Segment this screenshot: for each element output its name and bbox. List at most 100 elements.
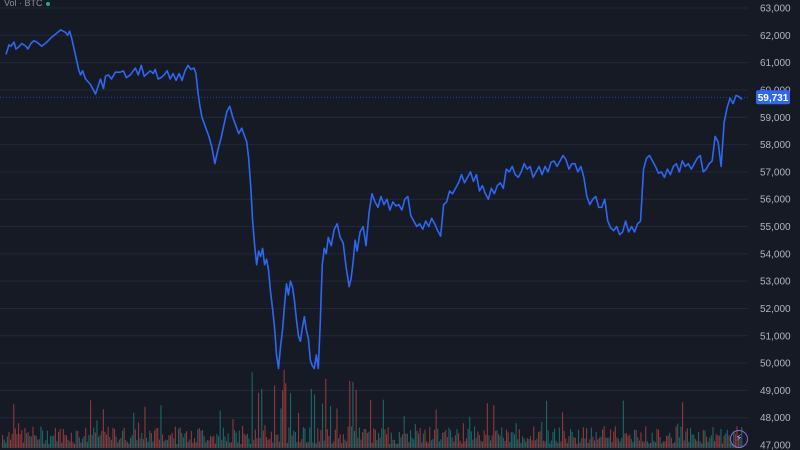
volume-bar <box>494 431 496 448</box>
volume-bars <box>2 369 743 448</box>
volume-bar <box>512 432 514 448</box>
volume-bar <box>706 436 708 448</box>
volume-bar <box>86 441 88 448</box>
volume-bar <box>581 438 583 448</box>
volume-bar <box>6 436 8 448</box>
volume-bar <box>266 437 268 448</box>
volume-bar <box>603 426 605 448</box>
volume-bar <box>675 426 677 448</box>
volume-bar <box>162 434 164 448</box>
volume-bar <box>250 443 252 448</box>
volume-bar <box>582 427 584 448</box>
volume-bar <box>216 434 218 448</box>
y-tick-label: 54,000 <box>760 249 791 260</box>
last-price-label: 59,731 <box>758 93 789 104</box>
volume-bar <box>51 435 53 448</box>
volume-bar <box>448 427 450 448</box>
volume-bar <box>275 434 277 448</box>
volume-bar <box>157 428 159 448</box>
volume-bar <box>544 441 546 448</box>
volume-bar <box>282 390 284 448</box>
volume-bar <box>262 430 264 448</box>
volume-bar <box>138 422 140 448</box>
volume-bar <box>630 438 632 448</box>
volume-bar <box>98 436 100 448</box>
volume-bar <box>587 442 589 448</box>
volume-bar <box>40 426 42 448</box>
volume-bar <box>82 438 84 448</box>
volume-bar <box>288 427 290 448</box>
volume-bar <box>30 436 32 448</box>
volume-bar <box>254 429 256 448</box>
volume-bar <box>21 430 23 448</box>
volume-bar <box>88 435 90 448</box>
volume-bar <box>26 433 28 448</box>
volume-bar <box>568 436 570 448</box>
volume-bar <box>462 423 464 448</box>
volume-bar <box>690 428 692 448</box>
volume-bar <box>170 435 172 448</box>
lightning-icon[interactable]: ⚡ <box>730 430 748 448</box>
volume-bar <box>390 432 392 448</box>
volume-bar <box>158 439 160 448</box>
y-axis: 47,000 48,000 49,000 50,000 51,000 52,000 53,0… <box>760 4 791 450</box>
volume-bar <box>178 428 180 448</box>
volume-bar <box>645 426 647 448</box>
volume-bar <box>2 435 4 448</box>
volume-bar <box>624 433 626 448</box>
volume-bar <box>589 439 591 448</box>
volume-bar <box>467 428 469 448</box>
volume-bar <box>637 437 639 448</box>
volume-bar <box>147 441 149 448</box>
volume-bar <box>346 441 348 448</box>
volume-bar <box>134 429 136 448</box>
volume-bar <box>139 438 141 448</box>
volume-bar <box>163 441 165 448</box>
volume-bar <box>509 441 511 448</box>
volume-bar <box>389 443 391 448</box>
volume-bar <box>571 431 573 448</box>
volume-bar <box>678 437 680 448</box>
volume-bar <box>58 432 60 448</box>
volume-bar <box>8 432 10 448</box>
volume-bar <box>547 430 549 448</box>
volume-bar <box>272 442 274 448</box>
volume-bar <box>171 432 173 448</box>
volume-bar <box>451 437 453 448</box>
volume-bar <box>520 442 522 448</box>
volume-bar <box>570 428 572 448</box>
volume-bar <box>150 433 152 448</box>
volume-bar <box>384 429 386 448</box>
volume-bar <box>253 439 255 448</box>
volume-bar <box>445 430 447 448</box>
volume-bar <box>299 441 301 448</box>
volume-bar <box>717 435 719 448</box>
volume-bar <box>458 433 460 448</box>
volume-bar <box>672 443 674 448</box>
volume-bar <box>24 428 26 448</box>
volume-bar <box>67 439 69 448</box>
volume-bar <box>406 433 408 448</box>
volume-bar <box>498 434 500 448</box>
volume-bar <box>643 441 645 448</box>
volume-bar <box>710 435 712 448</box>
volume-bar <box>110 439 112 448</box>
volume-bar <box>323 440 325 448</box>
volume-bar <box>101 431 103 448</box>
volume-bar <box>173 438 175 448</box>
volume-bar <box>522 436 524 448</box>
volume-bar <box>66 435 68 448</box>
y-tick-label: 48,000 <box>760 413 791 424</box>
volume-bar <box>128 443 130 448</box>
volume-bar <box>70 432 72 448</box>
volume-bar <box>11 433 13 448</box>
volume-bar <box>400 437 402 448</box>
volume-bar <box>286 442 288 448</box>
volume-bar <box>590 427 592 448</box>
volume-indicator-label[interactable]: Vol · BTC <box>4 0 50 8</box>
volume-bar <box>688 441 690 448</box>
volume-bar <box>37 439 39 448</box>
volume-bar <box>280 408 282 448</box>
volume-bar <box>539 431 541 448</box>
